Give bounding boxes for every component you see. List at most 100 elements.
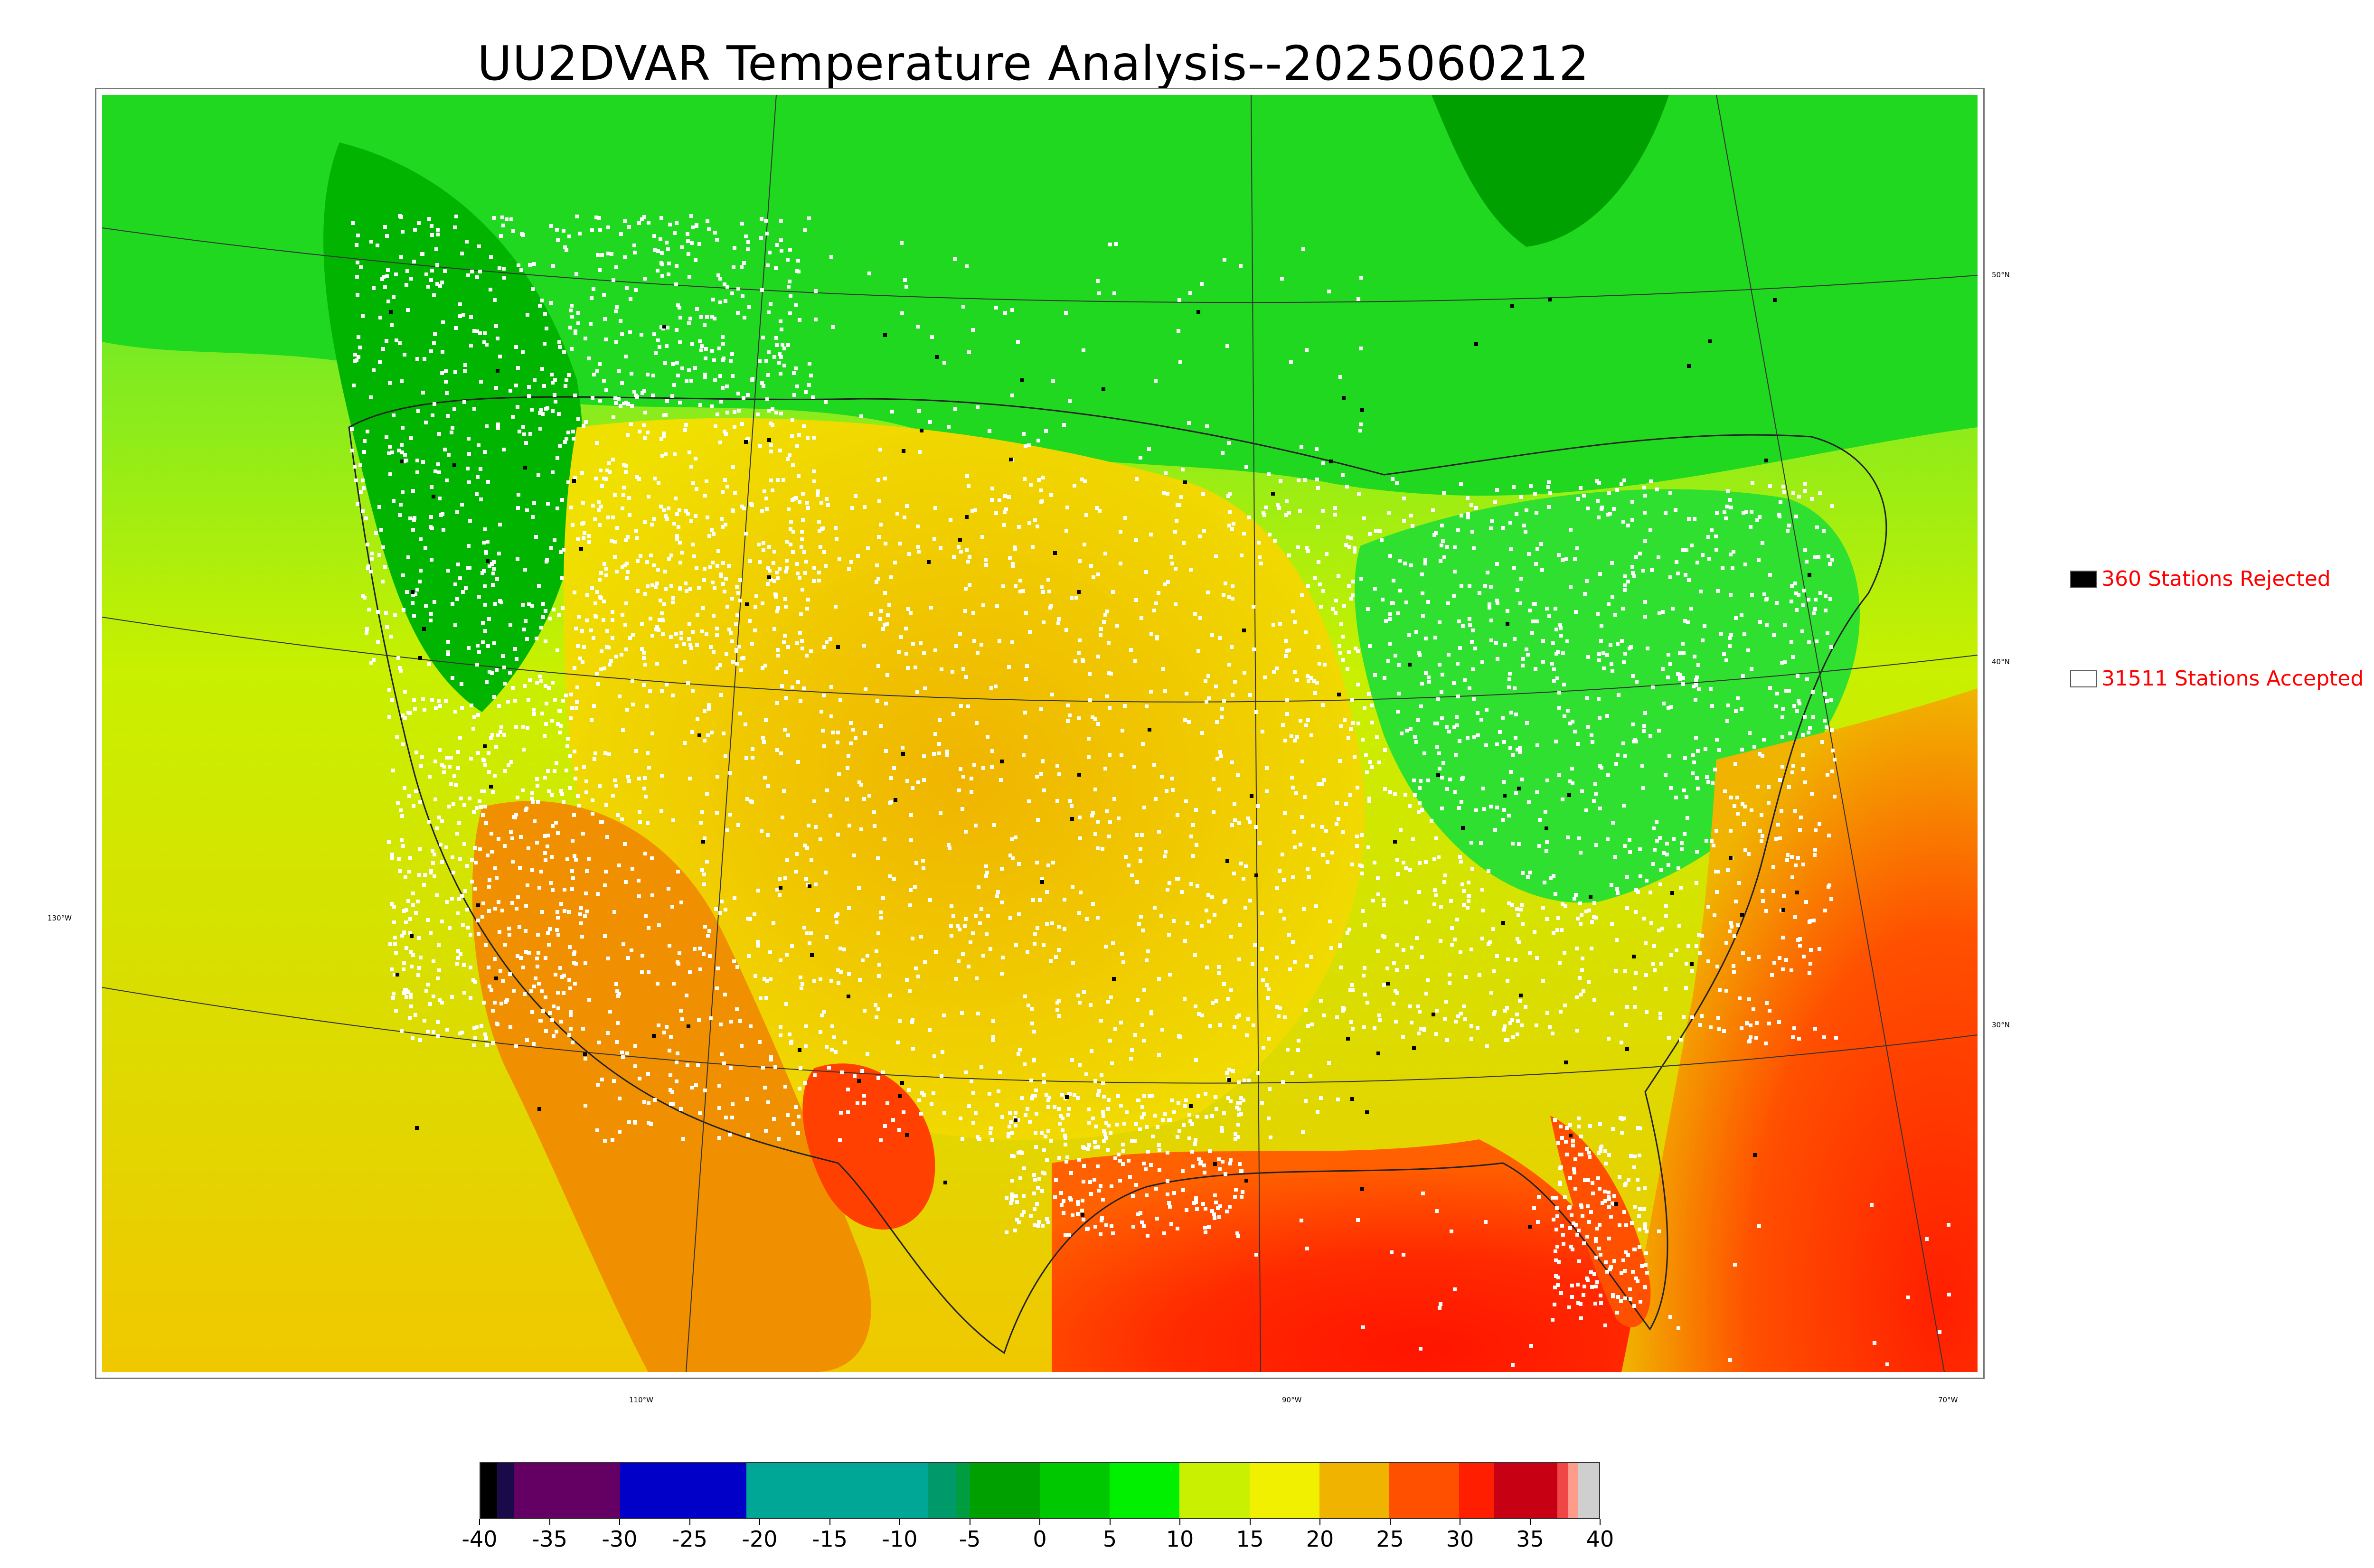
station-accepted-marker (435, 282, 439, 286)
station-accepted-marker (1085, 1227, 1089, 1231)
colorbar-tick-mark (1600, 1519, 1601, 1525)
colorbar-segment (497, 1463, 514, 1518)
station-accepted-marker (440, 920, 444, 923)
station-accepted-marker (1780, 715, 1784, 719)
station-accepted-marker (604, 388, 608, 392)
station-accepted-marker (1581, 957, 1584, 960)
station-accepted-marker (554, 821, 558, 825)
station-accepted-marker (961, 1137, 964, 1141)
station-accepted-marker (544, 722, 548, 726)
station-accepted-marker (1008, 556, 1012, 560)
station-accepted-marker (1681, 676, 1685, 680)
station-accepted-marker (624, 464, 628, 468)
station-accepted-marker (877, 974, 881, 978)
station-rejected-marker (1386, 982, 1390, 986)
station-accepted-marker (1629, 1297, 1632, 1301)
station-accepted-marker (897, 1128, 901, 1132)
station-accepted-marker (1508, 746, 1512, 750)
station-accepted-marker (1780, 809, 1783, 813)
station-accepted-marker (462, 803, 466, 807)
station-accepted-marker (530, 1010, 534, 1014)
station-accepted-marker (1625, 906, 1629, 910)
station-rejected-marker (476, 903, 480, 907)
station-accepted-marker (1142, 1094, 1146, 1098)
station-accepted-marker (638, 810, 641, 814)
station-accepted-marker (1263, 676, 1267, 679)
station-accepted-marker (1334, 611, 1338, 615)
station-accepted-marker (415, 751, 418, 754)
station-accepted-marker (730, 1116, 734, 1119)
station-accepted-marker (1321, 853, 1325, 857)
station-accepted-marker (1757, 955, 1761, 959)
station-accepted-marker (519, 956, 523, 960)
station-accepted-marker (563, 245, 567, 249)
station-accepted-marker (477, 595, 481, 599)
station-accepted-marker (670, 905, 674, 909)
station-accepted-marker (1434, 836, 1438, 840)
station-accepted-marker (1105, 809, 1109, 813)
station-accepted-marker (1455, 715, 1459, 719)
station-accepted-marker (686, 512, 690, 516)
station-accepted-marker (1175, 519, 1178, 523)
station-accepted-marker (1604, 1260, 1608, 1264)
station-accepted-marker (1715, 548, 1718, 552)
station-rejected-marker (883, 333, 887, 337)
station-accepted-marker (689, 646, 693, 650)
station-accepted-marker (647, 495, 650, 498)
station-accepted-marker (1295, 678, 1299, 682)
station-rejected-marker (943, 1181, 947, 1184)
station-accepted-marker (642, 389, 646, 393)
station-accepted-marker (703, 373, 707, 376)
station-accepted-marker (961, 305, 965, 309)
station-accepted-marker (1155, 635, 1159, 639)
station-rejected-marker (687, 1024, 690, 1028)
station-accepted-marker (1275, 886, 1279, 890)
station-accepted-marker (1554, 607, 1557, 610)
station-accepted-marker (713, 378, 717, 382)
station-accepted-marker (778, 893, 782, 897)
station-accepted-marker (1574, 893, 1578, 897)
station-accepted-marker (1736, 696, 1740, 700)
station-accepted-marker (1740, 748, 1744, 751)
station-accepted-marker (1142, 988, 1146, 992)
station-accepted-marker (1694, 683, 1698, 687)
station-accepted-marker (997, 1089, 1000, 1093)
station-accepted-marker (1064, 1136, 1067, 1140)
station-accepted-marker (604, 338, 608, 341)
temperature-map[interactable] (102, 95, 1978, 1372)
station-accepted-marker (875, 563, 879, 567)
station-accepted-marker (819, 977, 822, 981)
station-accepted-marker (698, 403, 702, 407)
station-accepted-marker (406, 555, 410, 559)
station-accepted-marker (646, 751, 650, 755)
station-accepted-marker (1132, 765, 1136, 769)
station-accepted-marker (1117, 817, 1121, 820)
station-accepted-marker (1441, 761, 1445, 765)
station-accepted-marker (1078, 638, 1082, 642)
station-accepted-marker (1087, 1121, 1091, 1125)
station-accepted-marker (556, 933, 560, 937)
station-accepted-marker (1694, 736, 1698, 740)
station-accepted-marker (875, 580, 878, 584)
station-accepted-marker (791, 550, 795, 554)
station-accepted-marker (1397, 663, 1401, 667)
station-accepted-marker (914, 967, 918, 970)
station-accepted-marker (630, 372, 633, 376)
station-accepted-marker (1643, 511, 1647, 515)
station-accepted-marker (678, 508, 681, 512)
station-accepted-marker (1309, 1074, 1312, 1078)
station-accepted-marker (1139, 456, 1142, 460)
station-accepted-marker (1049, 493, 1053, 497)
station-accepted-marker (772, 1117, 776, 1121)
station-accepted-marker (907, 1088, 911, 1092)
station-accepted-marker (1184, 799, 1188, 803)
station-accepted-marker (1066, 704, 1070, 707)
station-accepted-marker (1668, 1315, 1672, 1319)
station-accepted-marker (1638, 552, 1642, 555)
station-accepted-marker (1749, 525, 1752, 529)
station-accepted-marker (1696, 663, 1700, 667)
station-accepted-marker (1381, 934, 1385, 938)
station-accepted-marker (1216, 1206, 1220, 1210)
station-accepted-marker (452, 802, 455, 806)
station-accepted-marker (1067, 1233, 1071, 1237)
